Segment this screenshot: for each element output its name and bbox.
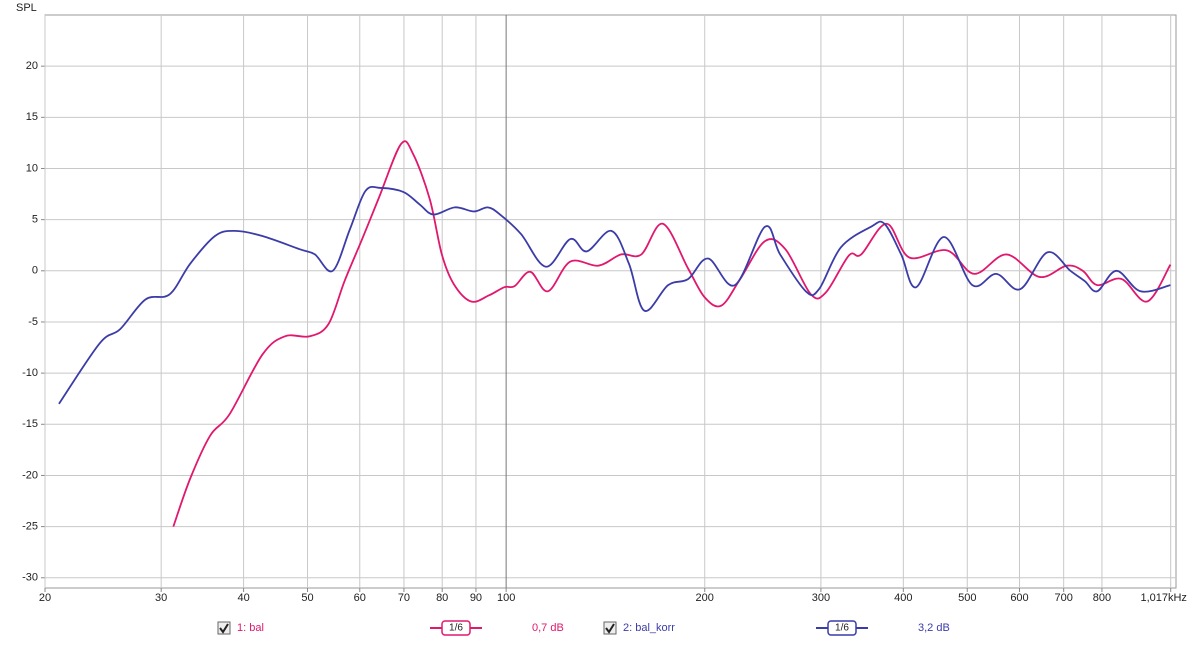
check-mark xyxy=(219,623,229,634)
smoothing-label: 1/6 xyxy=(449,623,463,634)
y-tick-label: 20 xyxy=(26,60,38,72)
smoothing-button[interactable] xyxy=(441,620,471,636)
x-tick-label: 90 xyxy=(470,592,482,604)
y-tick-label: 15 xyxy=(26,111,38,123)
x-tick-label: 500 xyxy=(958,592,976,604)
y-tick-label: -30 xyxy=(22,572,38,584)
legend-item[interactable]: 1: bal 1/6 0,7 dB xyxy=(217,620,564,636)
x-tick-label: 800 xyxy=(1093,592,1111,604)
plot-area xyxy=(44,14,1177,589)
x-tick-label: 300 xyxy=(812,592,830,604)
x-tick-label: 80 xyxy=(436,592,448,604)
y-tick-label: -15 xyxy=(22,418,38,430)
series-line xyxy=(58,185,1171,405)
x-tick-label: 600 xyxy=(1010,592,1028,604)
y-tick-label: 10 xyxy=(26,162,38,174)
x-tick-label: 100 xyxy=(497,592,515,604)
y-tick-label: -25 xyxy=(22,521,38,533)
x-tick-label: 400 xyxy=(894,592,912,604)
y-tick-label: 0 xyxy=(32,265,38,277)
x-tick-label: 1,017kHz xyxy=(1140,592,1186,604)
offset-label: 3,2 dB xyxy=(918,622,950,634)
legend-item[interactable]: 2: bal_korr 1/6 3,2 dB xyxy=(603,620,950,636)
smoothing-label: 1/6 xyxy=(835,623,849,634)
y-tick-label: -5 xyxy=(28,316,38,328)
x-tick-label: 50 xyxy=(301,592,313,604)
check-mark xyxy=(605,623,615,634)
x-tick-label: 200 xyxy=(696,592,714,604)
x-tick-label: 20 xyxy=(39,592,51,604)
legend-label: 1: bal xyxy=(237,622,264,634)
x-tick-label: 60 xyxy=(354,592,366,604)
y-tick-label: -20 xyxy=(22,469,38,481)
x-tick-label: 40 xyxy=(237,592,249,604)
x-tick-label: 30 xyxy=(155,592,167,604)
y-tick-label: -10 xyxy=(22,367,38,379)
x-tick-label: 700 xyxy=(1054,592,1072,604)
y-axis-label: SPL xyxy=(16,2,37,14)
legend-label: 2: bal_korr xyxy=(623,622,675,634)
offset-label: 0,7 dB xyxy=(532,622,564,634)
series-line xyxy=(172,140,1172,527)
smoothing-button[interactable] xyxy=(827,620,857,636)
y-tick-label: 5 xyxy=(32,214,38,226)
x-tick-label: 70 xyxy=(398,592,410,604)
